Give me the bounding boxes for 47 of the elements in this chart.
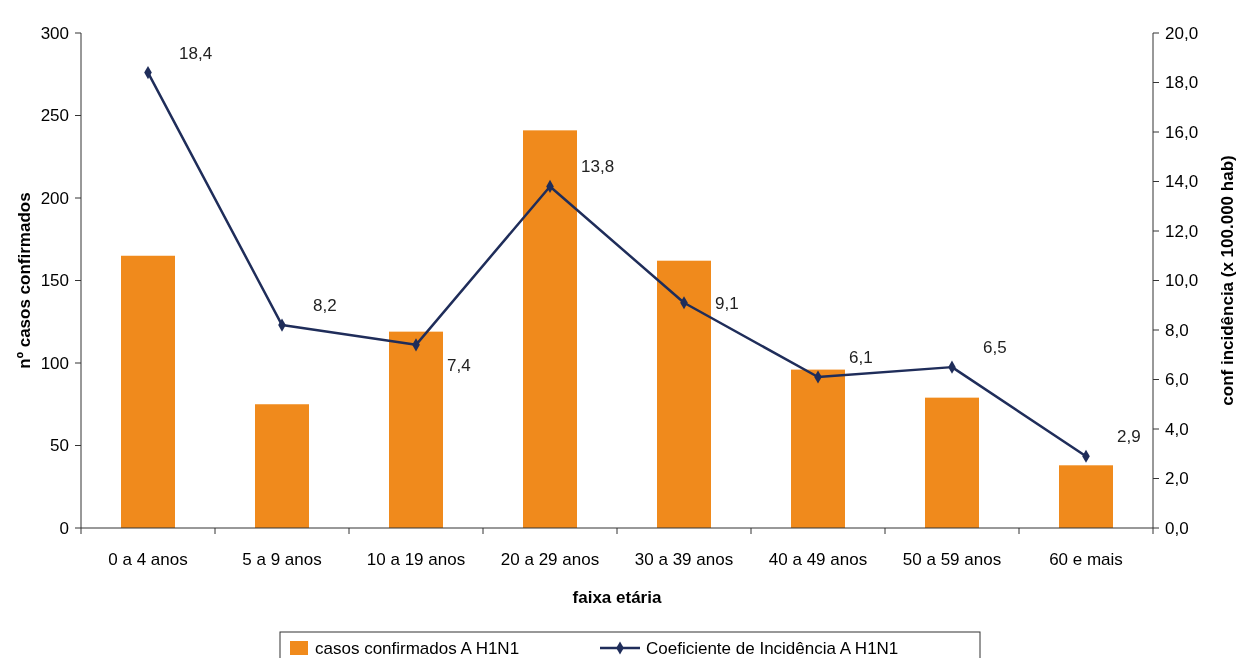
bar [255,404,309,528]
data-label: 18,4 [179,43,213,63]
bar [1059,465,1113,528]
y-tick-label: 100 [40,353,69,373]
data-label: 13,8 [581,157,615,177]
y2-tick-label: 18,0 [1165,73,1199,93]
x-tick-label: 5 a 9 anos [242,550,322,569]
y2-tick-label: 6,0 [1165,370,1189,390]
y-tick-label: 200 [40,188,69,208]
y2-tick-label: 14,0 [1165,172,1199,192]
y2-tick-label: 4,0 [1165,419,1189,439]
y-tick-label: 50 [50,436,69,456]
y-axis-title: nº casos confirmados [15,192,34,369]
y2-tick-label: 2,0 [1165,469,1189,489]
y2-tick-label: 20,0 [1165,23,1199,43]
data-label: 8,2 [313,296,337,316]
x-tick-label: 0 a 4 anos [108,550,188,569]
x-tick-label: 20 a 29 anos [500,550,600,569]
bar [121,255,175,528]
bar [389,331,443,528]
data-label: 6,1 [849,348,873,368]
bar [791,369,845,528]
x-tick-label: 10 a 19 anos [366,550,466,569]
x-tick-label: 50 a 59 anos [902,550,1002,569]
legend-label: casos confirmados A H1N1 [315,638,520,658]
data-label: 9,1 [715,293,739,313]
y2-tick-label: 8,0 [1165,320,1189,340]
y2-tick-label: 10,0 [1165,271,1199,291]
y-tick-label: 300 [40,23,69,43]
data-label: 2,9 [1117,427,1141,447]
y2-axis-title: conf incidência (x 100.000 hab) [1218,155,1237,406]
bar [657,260,711,528]
y-tick-label: 250 [40,106,69,126]
bar [523,130,577,528]
legend-label: Coeficiente de Incidência A H1N1 [646,638,899,658]
data-label: 6,5 [983,338,1007,358]
x-tick-label: 60 e mais [1049,550,1123,569]
y2-tick-label: 0,0 [1165,518,1189,538]
bar [925,397,979,528]
y-tick-label: 150 [40,271,69,291]
data-label: 7,4 [447,355,471,375]
y2-tick-label: 12,0 [1165,221,1199,241]
x-tick-label: 30 a 39 anos [634,550,734,569]
y-tick-label: 0 [59,518,69,538]
x-tick-label: 40 a 49 anos [768,550,868,569]
x-axis-title: faixa etária [572,588,662,607]
y2-tick-label: 16,0 [1165,122,1199,142]
